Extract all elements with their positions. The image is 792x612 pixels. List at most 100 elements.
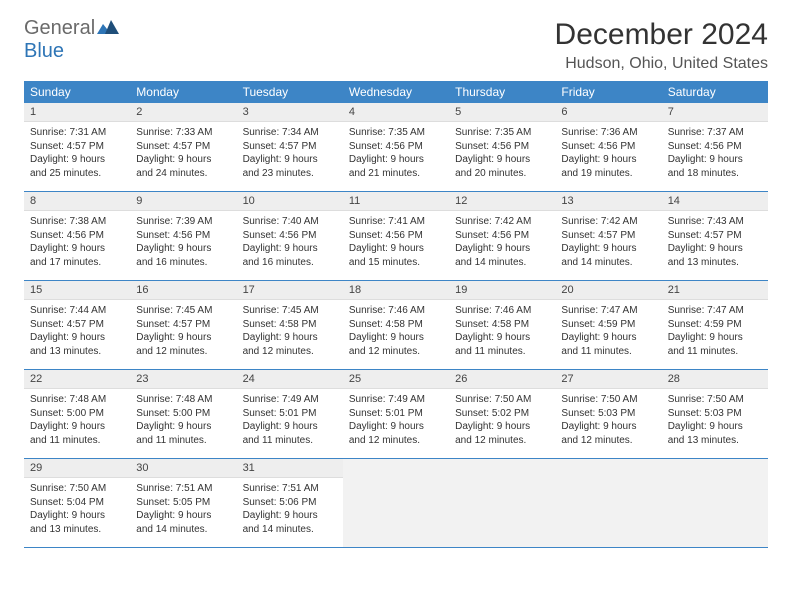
brand-logo: General Blue [24,18,119,61]
daylight-line-2: and 13 minutes. [30,345,124,359]
calendar-day-cell: 15Sunrise: 7:44 AMSunset: 4:57 PMDayligh… [24,281,130,370]
day-body: Sunrise: 7:44 AMSunset: 4:57 PMDaylight:… [24,300,130,362]
sunrise-line: Sunrise: 7:37 AM [668,126,762,140]
daylight-line-1: Daylight: 9 hours [243,509,337,523]
day-body: Sunrise: 7:40 AMSunset: 4:56 PMDaylight:… [237,211,343,273]
daylight-line-2: and 17 minutes. [30,256,124,270]
day-body: Sunrise: 7:48 AMSunset: 5:00 PMDaylight:… [24,389,130,451]
sunrise-line: Sunrise: 7:41 AM [349,215,443,229]
calendar-week-row: 1Sunrise: 7:31 AMSunset: 4:57 PMDaylight… [24,103,768,192]
day-number: 29 [24,459,130,478]
daylight-line-2: and 12 minutes. [349,434,443,448]
day-body: Sunrise: 7:42 AMSunset: 4:56 PMDaylight:… [449,211,555,273]
sunrise-line: Sunrise: 7:39 AM [136,215,230,229]
calendar-day-cell [662,459,768,548]
daylight-line-1: Daylight: 9 hours [668,420,762,434]
sunset-line: Sunset: 4:56 PM [668,140,762,154]
day-body: Sunrise: 7:37 AMSunset: 4:56 PMDaylight:… [662,122,768,184]
sunset-line: Sunset: 5:06 PM [243,496,337,510]
day-number: 3 [237,103,343,122]
daylight-line-1: Daylight: 9 hours [136,153,230,167]
day-body: Sunrise: 7:45 AMSunset: 4:57 PMDaylight:… [130,300,236,362]
calendar-day-cell [343,459,449,548]
daylight-line-2: and 24 minutes. [136,167,230,181]
daylight-line-2: and 13 minutes. [668,434,762,448]
sunrise-line: Sunrise: 7:43 AM [668,215,762,229]
sunset-line: Sunset: 4:57 PM [561,229,655,243]
calendar-day-cell: 27Sunrise: 7:50 AMSunset: 5:03 PMDayligh… [555,370,661,459]
calendar-day-cell: 17Sunrise: 7:45 AMSunset: 4:58 PMDayligh… [237,281,343,370]
sunrise-line: Sunrise: 7:50 AM [30,482,124,496]
daylight-line-2: and 13 minutes. [668,256,762,270]
calendar-day-cell: 8Sunrise: 7:38 AMSunset: 4:56 PMDaylight… [24,192,130,281]
month-title: December 2024 [555,18,768,51]
sunrise-line: Sunrise: 7:42 AM [561,215,655,229]
sunrise-line: Sunrise: 7:44 AM [30,304,124,318]
daylight-line-1: Daylight: 9 hours [561,242,655,256]
calendar-table: Sunday Monday Tuesday Wednesday Thursday… [24,81,768,548]
daylight-line-1: Daylight: 9 hours [30,242,124,256]
calendar-day-cell: 6Sunrise: 7:36 AMSunset: 4:56 PMDaylight… [555,103,661,192]
weekday-header-row: Sunday Monday Tuesday Wednesday Thursday… [24,81,768,103]
daylight-line-1: Daylight: 9 hours [243,242,337,256]
sunset-line: Sunset: 4:57 PM [136,318,230,332]
day-number: 8 [24,192,130,211]
daylight-line-1: Daylight: 9 hours [455,153,549,167]
daylight-line-1: Daylight: 9 hours [30,420,124,434]
sunset-line: Sunset: 4:59 PM [668,318,762,332]
day-number: 31 [237,459,343,478]
sunrise-line: Sunrise: 7:40 AM [243,215,337,229]
brand-word-1: General [24,17,95,39]
day-body: Sunrise: 7:51 AMSunset: 5:05 PMDaylight:… [130,478,236,540]
daylight-line-2: and 15 minutes. [349,256,443,270]
daylight-line-2: and 11 minutes. [668,345,762,359]
sunrise-line: Sunrise: 7:50 AM [668,393,762,407]
day-number: 19 [449,281,555,300]
day-number: 30 [130,459,236,478]
day-number: 24 [237,370,343,389]
calendar-day-cell: 20Sunrise: 7:47 AMSunset: 4:59 PMDayligh… [555,281,661,370]
daylight-line-1: Daylight: 9 hours [243,331,337,345]
daylight-line-1: Daylight: 9 hours [668,331,762,345]
day-body: Sunrise: 7:39 AMSunset: 4:56 PMDaylight:… [130,211,236,273]
sunset-line: Sunset: 5:01 PM [349,407,443,421]
sunrise-line: Sunrise: 7:48 AM [136,393,230,407]
daylight-line-2: and 12 minutes. [349,345,443,359]
weekday-header: Sunday [24,81,130,103]
sunset-line: Sunset: 4:56 PM [455,140,549,154]
day-number: 14 [662,192,768,211]
sunset-line: Sunset: 5:05 PM [136,496,230,510]
sunset-line: Sunset: 4:57 PM [668,229,762,243]
calendar-day-cell: 30Sunrise: 7:51 AMSunset: 5:05 PMDayligh… [130,459,236,548]
calendar-week-row: 15Sunrise: 7:44 AMSunset: 4:57 PMDayligh… [24,281,768,370]
sunset-line: Sunset: 4:56 PM [243,229,337,243]
day-body: Sunrise: 7:36 AMSunset: 4:56 PMDaylight:… [555,122,661,184]
day-body: Sunrise: 7:41 AMSunset: 4:56 PMDaylight:… [343,211,449,273]
day-body: Sunrise: 7:35 AMSunset: 4:56 PMDaylight:… [343,122,449,184]
sunset-line: Sunset: 4:57 PM [136,140,230,154]
sunset-line: Sunset: 5:04 PM [30,496,124,510]
sunset-line: Sunset: 4:57 PM [30,318,124,332]
daylight-line-2: and 11 minutes. [455,345,549,359]
daylight-line-2: and 13 minutes. [30,523,124,537]
calendar-day-cell: 1Sunrise: 7:31 AMSunset: 4:57 PMDaylight… [24,103,130,192]
daylight-line-2: and 11 minutes. [243,434,337,448]
calendar-day-cell [449,459,555,548]
sunrise-line: Sunrise: 7:34 AM [243,126,337,140]
daylight-line-1: Daylight: 9 hours [30,509,124,523]
day-number: 13 [555,192,661,211]
sunrise-line: Sunrise: 7:51 AM [243,482,337,496]
daylight-line-2: and 25 minutes. [30,167,124,181]
day-number: 10 [237,192,343,211]
brand-mark-icon [97,20,119,39]
sunrise-line: Sunrise: 7:31 AM [30,126,124,140]
daylight-line-2: and 11 minutes. [561,345,655,359]
calendar-day-cell: 7Sunrise: 7:37 AMSunset: 4:56 PMDaylight… [662,103,768,192]
daylight-line-1: Daylight: 9 hours [349,153,443,167]
daylight-line-1: Daylight: 9 hours [455,242,549,256]
day-number: 21 [662,281,768,300]
daylight-line-1: Daylight: 9 hours [349,331,443,345]
sunrise-line: Sunrise: 7:35 AM [455,126,549,140]
daylight-line-2: and 21 minutes. [349,167,443,181]
daylight-line-2: and 12 minutes. [136,345,230,359]
